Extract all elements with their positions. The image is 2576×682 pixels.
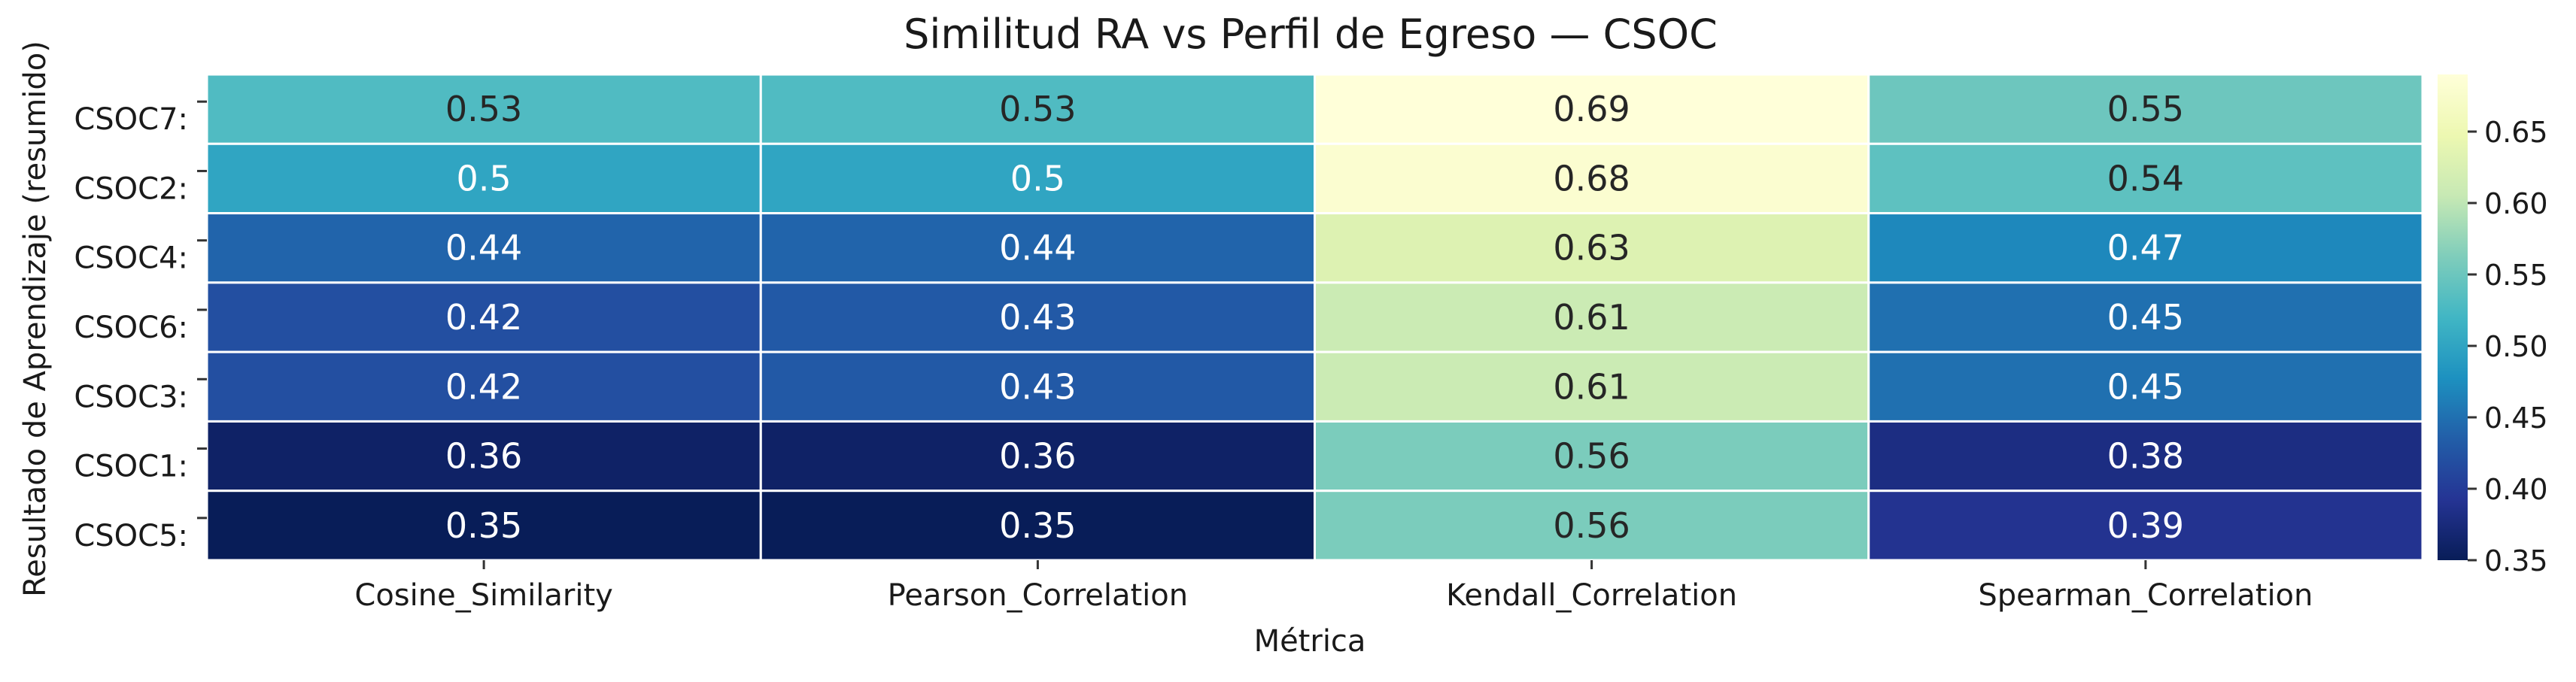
row-labels: CSOC7: CSOC2: CSOC4: CSOC6: CSOC3: CSOC1: CSOC… [74, 100, 207, 553]
colorbar-tick-label: 0.55 [2484, 259, 2548, 292]
y-tick-label: CSOC6: [74, 311, 188, 345]
x-axis-label: Métrica [1254, 624, 1366, 659]
cell-value-label: 0.68 [1553, 158, 1630, 199]
heatmap-cell [759, 420, 1316, 493]
cell-value-label: 0.44 [445, 228, 522, 268]
cell-value-label: 0.47 [2107, 228, 2184, 268]
x-tick-label: Spearman_Correlation [1978, 578, 2313, 613]
cell-value-label: 0.44 [999, 228, 1076, 268]
cell-value-label: 0.56 [1553, 436, 1630, 477]
cell-value-label: 0.53 [445, 89, 522, 129]
heatmap-cells: 0.53 0.53 0.69 0.55 0.5 0.5 0.68 0.54 0.44 0.44 0.… [205, 73, 2424, 562]
heatmap-cell [759, 212, 1316, 284]
colorbar-tick-label: 0.50 [2484, 330, 2548, 363]
colorbar-gradient [2438, 74, 2468, 560]
cell-value-label: 0.53 [999, 89, 1076, 129]
y-tick-label: CSOC4: [74, 241, 188, 276]
colorbar: 0.35 0.40 0.45 0.50 0.55 0.60 0.65 [2438, 74, 2548, 577]
cell-value-label: 0.55 [2107, 89, 2184, 129]
heatmap-cell [759, 281, 1316, 353]
heatmap-cell [759, 350, 1316, 423]
cell-value-label: 0.42 [445, 366, 522, 407]
heatmap-cell [1867, 281, 2424, 353]
cell-value-label: 0.36 [999, 436, 1076, 477]
cell-value-label: 0.61 [1553, 297, 1630, 338]
heatmap-cell [1867, 420, 2424, 493]
cell-value-label: 0.42 [445, 297, 522, 338]
heatmap-cell [205, 420, 762, 493]
heatmap-cell [205, 490, 762, 562]
heatmap-cell [205, 281, 762, 353]
heatmap-cell [205, 350, 762, 423]
cell-value-label: 0.5 [1010, 158, 1065, 199]
cell-value-label: 0.69 [1553, 89, 1630, 129]
cell-value-label: 0.45 [2107, 297, 2184, 338]
heatmap-cell [205, 73, 762, 145]
y-tick-label: CSOC2: [74, 171, 188, 206]
heatmap-cell [205, 212, 762, 284]
cell-value-label: 0.56 [1553, 505, 1630, 546]
colorbar-tick-label: 0.65 [2484, 116, 2548, 149]
cell-value-label: 0.54 [2107, 158, 2184, 199]
cell-value-label: 0.61 [1553, 366, 1630, 407]
heatmap-cell [1314, 73, 1870, 145]
heatmap-cell [1314, 281, 1870, 353]
y-tick-label: CSOC5: [74, 519, 188, 553]
heatmap-cell [759, 73, 1316, 145]
cell-value-label: 0.38 [2107, 436, 2184, 477]
cell-value-label: 0.63 [1553, 228, 1630, 268]
heatmap-cell [1867, 142, 2424, 215]
colorbar-tick-label: 0.40 [2484, 473, 2548, 506]
cell-value-label: 0.36 [445, 436, 522, 477]
colorbar-tick-label: 0.45 [2484, 402, 2548, 435]
cell-value-label: 0.43 [999, 366, 1076, 407]
heatmap-cell [1867, 350, 2424, 423]
cell-value-label: 0.45 [2107, 366, 2184, 407]
colorbar-tick-label: 0.60 [2484, 187, 2548, 220]
heatmap-cell [1314, 420, 1870, 493]
y-tick-label: CSOC3: [74, 380, 188, 414]
x-tick-label: Cosine_Similarity [354, 578, 612, 613]
y-axis-label: Resultado de Aprendizaje (resumido) [18, 41, 53, 597]
y-tick-label: CSOC7: [74, 102, 188, 137]
heatmap-cell [1867, 490, 2424, 562]
heatmap-cell [1314, 350, 1870, 423]
cell-value-label: 0.43 [999, 297, 1076, 338]
chart-title: Similitud RA vs Perfil de Egreso — CSOC [904, 11, 1718, 58]
colorbar-tick-label: 0.35 [2484, 544, 2548, 577]
heatmap-cell [759, 490, 1316, 562]
y-tick-label: CSOC1: [74, 450, 188, 484]
cell-value-label: 0.35 [999, 505, 1076, 546]
cell-value-label: 0.35 [445, 505, 522, 546]
x-tick-label: Kendall_Correlation [1446, 578, 1737, 613]
x-tick-label: Pearson_Correlation [888, 578, 1189, 613]
heatmap-cell [1867, 212, 2424, 284]
cell-value-label: 0.5 [457, 158, 512, 199]
column-labels: Cosine_Similarity Pearson_Correlation Kend… [354, 560, 2313, 613]
cell-value-label: 0.39 [2107, 505, 2184, 546]
